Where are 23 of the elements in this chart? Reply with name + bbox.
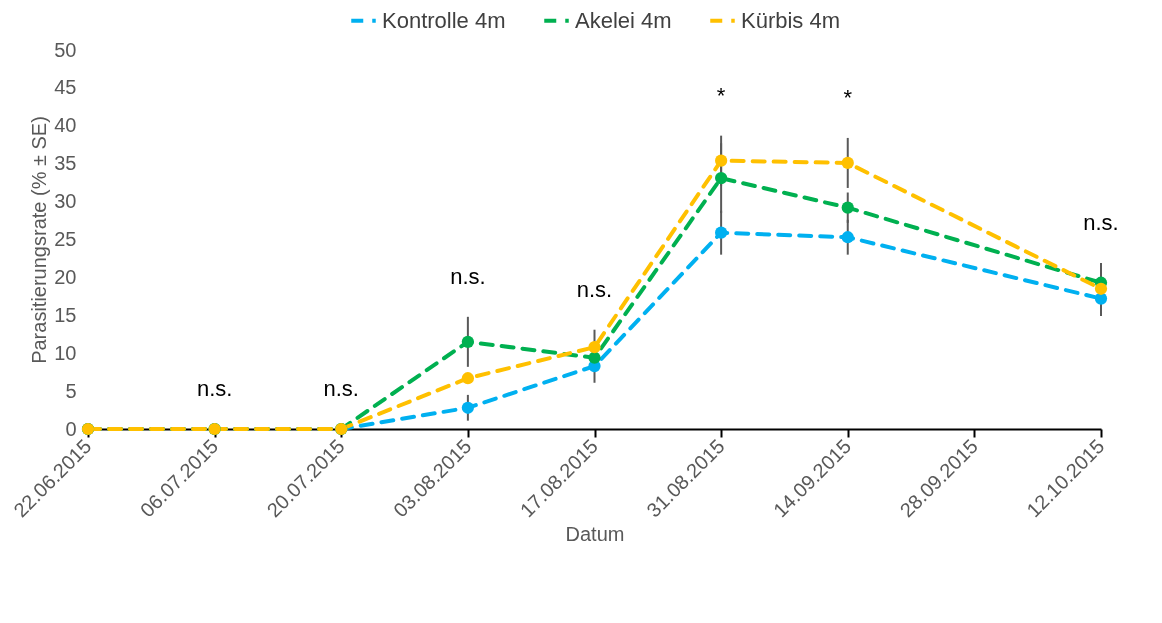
y-tick-label: 30 xyxy=(54,190,77,213)
annotation: n.s. xyxy=(323,376,359,401)
y-tick-label: 40 xyxy=(54,114,77,137)
legend-label: Kürbis 4m xyxy=(741,7,841,33)
y-tick-label: 20 xyxy=(54,265,77,288)
legend-label: Akelei 4m xyxy=(575,7,672,33)
annotation: n.s. xyxy=(576,276,613,302)
y-tick-label: 5 xyxy=(65,379,77,402)
y-tick-label: 0 xyxy=(65,417,77,440)
y-axis-title: Parasitierungsrate (% ± SE) xyxy=(28,116,51,364)
y-tick-label: 10 xyxy=(54,341,77,364)
y-tick-label: 45 xyxy=(54,76,77,99)
annotation: n.s. xyxy=(450,263,486,289)
y-tick-label: 25 xyxy=(54,228,77,250)
x-axis-title: Datum xyxy=(565,523,625,546)
annotation: * xyxy=(843,84,853,110)
annotation: n.s. xyxy=(196,376,233,401)
annotation: * xyxy=(716,82,726,108)
y-tick-label: 50 xyxy=(54,38,77,61)
legend-label: Kontrolle 4m xyxy=(382,7,506,33)
annotation: n.s. xyxy=(1083,210,1119,235)
y-tick-label: 15 xyxy=(54,303,77,326)
y-tick-label: 35 xyxy=(54,152,77,175)
